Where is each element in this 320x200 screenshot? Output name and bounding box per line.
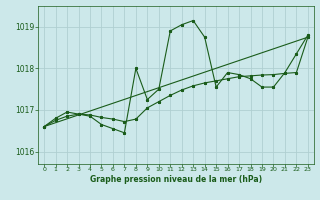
- X-axis label: Graphe pression niveau de la mer (hPa): Graphe pression niveau de la mer (hPa): [90, 175, 262, 184]
